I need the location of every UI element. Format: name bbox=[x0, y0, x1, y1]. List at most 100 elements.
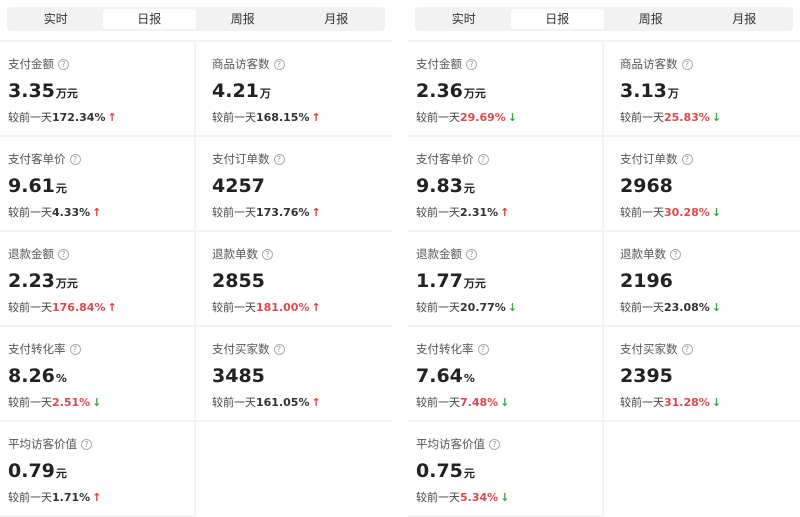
help-icon[interactable]: ? bbox=[466, 58, 477, 70]
change-percent: 29.69% bbox=[460, 110, 506, 124]
arrow-down-icon: ↓ bbox=[92, 395, 102, 409]
help-icon[interactable]: ? bbox=[273, 58, 285, 70]
compare-prefix: 较前一天 bbox=[8, 301, 52, 314]
metric-unit: 万 bbox=[667, 87, 679, 100]
tab-1[interactable]: 日报 bbox=[510, 9, 604, 29]
metrics-grid: 支付金额? 2.36万元 较前一天 29.69% ↓ 商品访客数? 3.13万 较前… bbox=[408, 42, 800, 517]
help-icon[interactable]: ? bbox=[262, 248, 273, 260]
metric-value: 1.77 bbox=[416, 270, 463, 292]
divider bbox=[0, 40, 392, 42]
metric-value: 2395 bbox=[620, 365, 673, 387]
metric-value: 2855 bbox=[212, 270, 265, 292]
help-icon[interactable]: ? bbox=[681, 153, 693, 165]
arrow-up-icon: ↑ bbox=[500, 205, 510, 219]
tab-2[interactable]: 周报 bbox=[230, 12, 255, 26]
panel-right: 实时 日报 周报 月报 支付金额? 2.36万元 较前一天 29.69% ↓ 商品访客数?… bbox=[408, 0, 800, 517]
metric-card: 退款单数? 2196 较前一天 23.08% ↓ bbox=[604, 232, 800, 327]
change-percent: 25.83% bbox=[664, 110, 710, 124]
help-icon[interactable]: ? bbox=[58, 248, 69, 260]
tab-0[interactable]: 实时 bbox=[43, 12, 68, 26]
metric-label: 平均访客价值 bbox=[416, 437, 485, 451]
metric-label: 支付金额 bbox=[8, 57, 54, 71]
compare-prefix: 较前一天 bbox=[212, 206, 256, 219]
tab-1[interactable]: 日报 bbox=[102, 9, 196, 29]
change-percent: 172.34% bbox=[52, 110, 106, 124]
panel-left: 实时 日报 周报 月报 支付金额? 3.35万元 较前一天 172.34% ↑ 商品访客数… bbox=[0, 0, 392, 517]
metric-value: 9.61 bbox=[8, 175, 55, 197]
tab-3[interactable]: 月报 bbox=[324, 12, 349, 26]
help-icon[interactable]: ? bbox=[681, 343, 693, 355]
help-icon[interactable]: ? bbox=[489, 438, 500, 450]
metric-card: 商品访客数? 3.13万 较前一天 25.83% ↓ bbox=[604, 42, 800, 137]
metric-value: 0.75 bbox=[416, 460, 463, 482]
help-icon[interactable]: ? bbox=[69, 343, 81, 355]
metric-card: 支付金额? 2.36万元 较前一天 29.69% ↓ bbox=[408, 42, 604, 137]
compare-prefix: 较前一天 bbox=[8, 396, 52, 409]
metric-card: 退款单数? 2855 较前一天 181.00% ↑ bbox=[196, 232, 392, 327]
arrow-down-icon: ↓ bbox=[711, 205, 722, 219]
change-percent: 5.34% bbox=[460, 490, 499, 504]
change-percent: 1.71% bbox=[52, 490, 91, 504]
change-percent: 2.51% bbox=[52, 395, 91, 409]
compare-prefix: 较前一天 bbox=[416, 206, 460, 219]
arrow-up-icon: ↑ bbox=[107, 300, 117, 314]
metric-card: 退款金额? 2.23万元 较前一天 176.84% ↑ bbox=[0, 232, 196, 327]
metric-label: 支付转化率 bbox=[416, 342, 474, 356]
metric-value: 4257 bbox=[212, 175, 265, 197]
help-icon[interactable]: ? bbox=[69, 153, 81, 165]
arrow-up-icon: ↑ bbox=[311, 395, 321, 409]
change-percent: 2.31% bbox=[460, 205, 499, 219]
help-icon[interactable]: ? bbox=[681, 58, 693, 70]
metric-label: 支付订单数 bbox=[212, 152, 270, 166]
metric-unit: 万元 bbox=[463, 87, 486, 100]
help-icon[interactable]: ? bbox=[273, 343, 285, 355]
arrow-down-icon: ↓ bbox=[711, 300, 722, 314]
metric-label: 退款单数 bbox=[212, 247, 258, 261]
help-icon[interactable]: ? bbox=[81, 438, 92, 450]
help-icon[interactable]: ? bbox=[670, 248, 681, 260]
metric-value: 9.83 bbox=[416, 175, 463, 197]
metric-unit: % bbox=[463, 372, 475, 385]
compare-prefix: 较前一天 bbox=[8, 111, 52, 124]
metric-value: 2196 bbox=[620, 270, 673, 292]
period-tabs: 实时 日报 周报 月报 bbox=[7, 7, 385, 31]
metric-label: 退款金额 bbox=[416, 247, 462, 261]
compare-prefix: 较前一天 bbox=[212, 396, 256, 409]
metric-value: 8.26 bbox=[8, 365, 55, 387]
metric-label: 退款金额 bbox=[8, 247, 54, 261]
metric-unit: 元 bbox=[463, 182, 475, 195]
compare-prefix: 较前一天 bbox=[620, 206, 664, 219]
help-icon[interactable]: ? bbox=[58, 58, 69, 70]
help-icon[interactable]: ? bbox=[477, 153, 489, 165]
tab-2[interactable]: 周报 bbox=[638, 12, 663, 26]
change-percent: 23.08% bbox=[664, 300, 710, 314]
tab-3[interactable]: 月报 bbox=[732, 12, 757, 26]
arrow-down-icon: ↓ bbox=[507, 300, 518, 314]
metric-card: 支付订单数? 4257 较前一天 173.76% ↑ bbox=[196, 137, 392, 232]
compare-prefix: 较前一天 bbox=[8, 491, 52, 504]
metric-value: 2968 bbox=[620, 175, 673, 197]
tab-0[interactable]: 实时 bbox=[451, 12, 476, 26]
compare-prefix: 较前一天 bbox=[416, 111, 460, 124]
metric-card: 商品访客数? 4.21万 较前一天 168.15% ↑ bbox=[196, 42, 392, 137]
arrow-up-icon: ↑ bbox=[107, 110, 117, 124]
help-icon[interactable]: ? bbox=[273, 153, 285, 165]
arrow-down-icon: ↓ bbox=[500, 395, 510, 409]
metric-card: 支付转化率? 7.64% 较前一天 7.48% ↓ bbox=[408, 327, 604, 422]
metric-card: 支付买家数? 3485 较前一天 161.05% ↑ bbox=[196, 327, 392, 422]
arrow-down-icon: ↓ bbox=[507, 110, 518, 124]
metric-card: 平均访客价值? 0.75元 较前一天 5.34% ↓ bbox=[408, 422, 604, 517]
change-percent: 4.33% bbox=[52, 205, 91, 219]
metric-card: 支付金额? 3.35万元 较前一天 172.34% ↑ bbox=[0, 42, 196, 137]
arrow-up-icon: ↑ bbox=[92, 205, 102, 219]
metric-unit: % bbox=[55, 372, 67, 385]
metric-value: 3.35 bbox=[8, 80, 55, 102]
help-icon[interactable]: ? bbox=[466, 248, 477, 260]
compare-prefix: 较前一天 bbox=[212, 111, 256, 124]
metric-unit: 元 bbox=[55, 467, 67, 480]
metric-value: 0.79 bbox=[8, 460, 55, 482]
metric-label: 平均访客价值 bbox=[8, 437, 77, 451]
help-icon[interactable]: ? bbox=[477, 343, 489, 355]
arrow-down-icon: ↓ bbox=[711, 110, 722, 124]
compare-prefix: 较前一天 bbox=[620, 111, 664, 124]
